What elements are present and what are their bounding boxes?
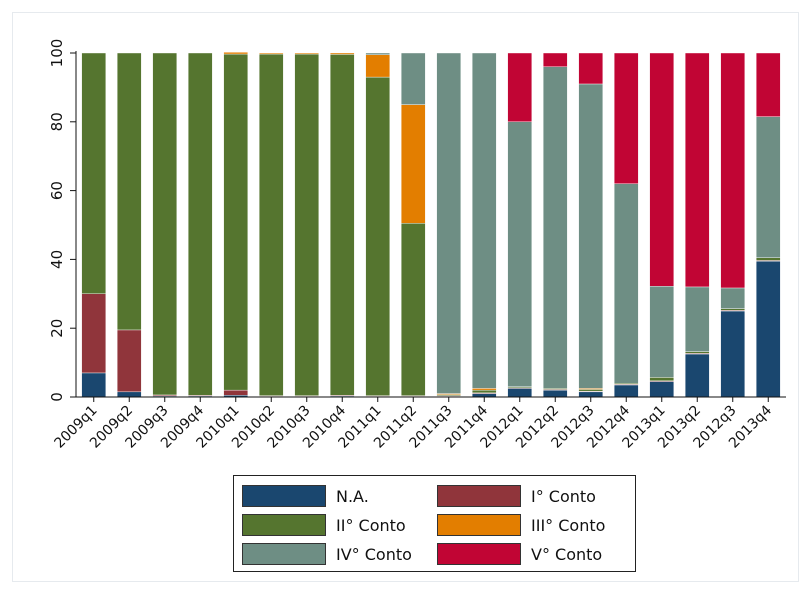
bar-segment-v-15 xyxy=(613,52,639,184)
bar-segment-iv-16 xyxy=(649,286,675,378)
bar-segment-ii-5 xyxy=(258,53,284,396)
bar-segment-iii-6 xyxy=(294,52,320,55)
legend-item-v-conto: V° Conto xyxy=(437,543,602,565)
bar-segment-ii-8 xyxy=(365,76,391,396)
bar-segment-v-19 xyxy=(755,52,781,117)
bar-segment-i-0 xyxy=(81,293,107,374)
bar-segment-ii-4 xyxy=(223,53,249,391)
bar-segment-na-14 xyxy=(578,391,604,398)
bar-segment-iv-10 xyxy=(436,52,462,394)
legend-swatch-na xyxy=(242,485,326,507)
legend-swatch-ii-conto xyxy=(242,514,326,536)
y-tick-label: 60 xyxy=(48,181,66,200)
bar-segment-iv-13 xyxy=(542,66,568,389)
legend-label-ii-conto: II° Conto xyxy=(336,515,406,535)
bar-segment-v-14 xyxy=(578,52,604,85)
legend: N.A. I° Conto II° Conto III° Conto IV° C… xyxy=(233,475,636,572)
bar-segment-v-12 xyxy=(507,52,533,123)
legend-swatch-iv-conto xyxy=(242,543,326,565)
bar-segment-iv-11 xyxy=(471,52,497,389)
bar-segment-v-18 xyxy=(720,52,746,289)
legend-swatch-iii-conto xyxy=(437,514,521,536)
legend-label-i-conto: I° Conto xyxy=(531,486,596,506)
bar-segment-na-19 xyxy=(755,260,781,398)
plot-area xyxy=(81,52,781,398)
bar-segment-iv-8 xyxy=(365,52,391,55)
bar-segment-ii-0 xyxy=(81,52,107,295)
bar-segment-na-12 xyxy=(507,388,533,398)
legend-label-iv-conto: IV° Conto xyxy=(336,544,412,564)
bar-segment-i-1 xyxy=(116,329,142,393)
bar-segment-ii-16 xyxy=(649,377,675,382)
legend-swatch-v-conto xyxy=(437,543,521,565)
legend-item-i-conto: I° Conto xyxy=(437,485,596,507)
bar-segment-iv-12 xyxy=(507,121,533,387)
y-tick-label: 0 xyxy=(48,392,66,402)
legend-item-iii-conto: III° Conto xyxy=(437,514,605,536)
legend-item-na: N.A. xyxy=(242,485,369,507)
bar-segment-v-13 xyxy=(542,52,568,67)
bar-segment-iv-17 xyxy=(684,286,710,352)
y-tick-label: 80 xyxy=(48,112,66,131)
legend-item-ii-conto: II° Conto xyxy=(242,514,406,536)
bar-segment-iii-11 xyxy=(471,388,497,391)
bar-segment-iv-14 xyxy=(578,83,604,389)
bar-segment-iv-15 xyxy=(613,183,639,384)
x-axis: 2009q12009q22009q32009q42010q12010q22010… xyxy=(51,396,786,452)
bar-segment-na-11 xyxy=(471,393,497,398)
bar-segment-ii-14 xyxy=(578,389,604,392)
bar-segment-ii-9 xyxy=(400,223,426,396)
y-tick-label: 100 xyxy=(48,39,66,68)
bar-segment-na-13 xyxy=(542,389,568,398)
bar-segment-iii-4 xyxy=(223,52,249,55)
bar-segment-ii-17 xyxy=(684,351,710,354)
legend-swatch-i-conto xyxy=(437,485,521,507)
bar-segment-na-18 xyxy=(720,310,746,398)
bar-segment-ii-19 xyxy=(755,257,781,261)
bar-segment-na-0 xyxy=(81,372,107,398)
bar-segment-iv-9 xyxy=(400,52,426,105)
bar-segment-na-1 xyxy=(116,391,142,398)
legend-label-v-conto: V° Conto xyxy=(531,544,603,564)
bar-segment-iv-18 xyxy=(720,287,746,309)
bar-segment-ii-6 xyxy=(294,53,320,396)
bar-segment-ii-1 xyxy=(116,52,142,331)
bar-segment-ii-3 xyxy=(187,52,213,396)
bar-segment-iii-7 xyxy=(329,52,355,55)
bar-segment-iii-5 xyxy=(258,52,284,55)
legend-item-iv-conto: IV° Conto xyxy=(242,543,412,565)
bar-segment-na-16 xyxy=(649,381,675,398)
bar-segment-i-4 xyxy=(223,389,249,396)
bar-segment-iii-9 xyxy=(400,104,426,224)
bar-segment-na-15 xyxy=(613,384,639,398)
bar-segment-ii-2 xyxy=(152,52,178,396)
bar-segment-v-17 xyxy=(684,52,710,288)
bar-segment-iv-19 xyxy=(755,116,781,258)
y-tick-label: 20 xyxy=(48,319,66,338)
bar-segment-v-16 xyxy=(649,52,675,287)
y-tick-label: 40 xyxy=(48,250,66,269)
y-axis: 0 20 40 60 80 100 xyxy=(48,39,77,402)
bar-segment-na-17 xyxy=(684,353,710,398)
bar-segment-ii-11 xyxy=(471,389,497,394)
legend-label-iii-conto: III° Conto xyxy=(531,515,606,535)
bar-segment-iii-8 xyxy=(365,54,391,78)
bar-segment-ii-7 xyxy=(329,54,355,396)
bar-segment-ii-18 xyxy=(720,308,746,311)
legend-label-na: N.A. xyxy=(336,486,369,506)
